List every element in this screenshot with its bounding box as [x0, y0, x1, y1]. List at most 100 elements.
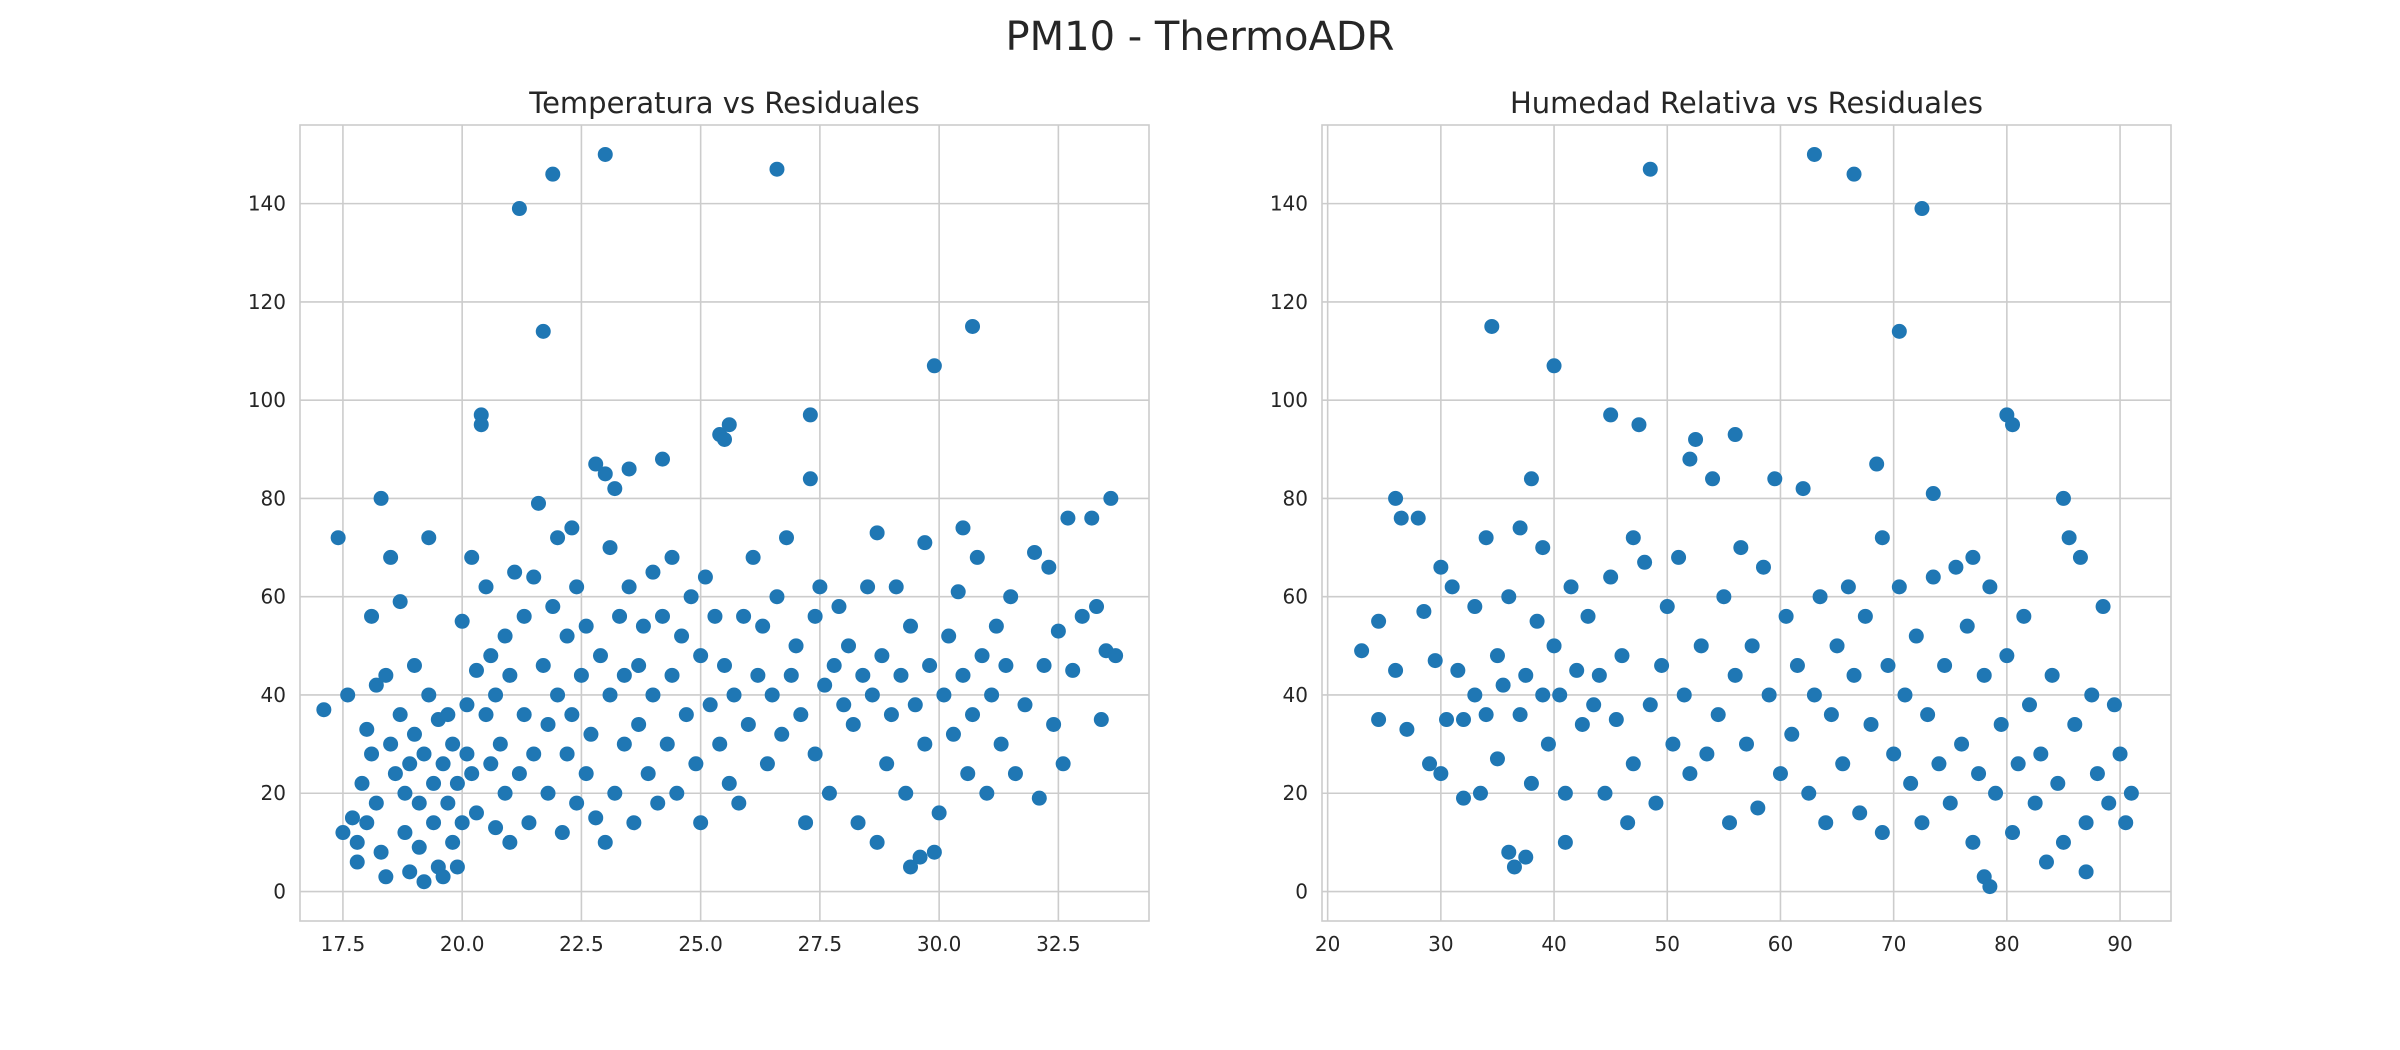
humedad-data-point [1489, 648, 1505, 664]
humedad-data-point [1699, 746, 1715, 762]
humedad-data-point [1546, 358, 1562, 374]
temperatura-y-tick-label: 140 [248, 192, 286, 216]
humedad-data-point [1903, 775, 1919, 791]
temperatura-data-point [464, 549, 480, 565]
humedad-data-point [1456, 790, 1471, 806]
temperatura-data-point [903, 618, 919, 634]
humedad-data-point [1891, 323, 1907, 339]
temperatura-data-point [387, 766, 403, 782]
humedad-data-point [2038, 854, 2054, 870]
humedad-data-point [1806, 146, 1822, 162]
temperatura-data-point [454, 815, 470, 831]
temperatura-data-point [478, 579, 494, 595]
humedad-data-point [1608, 712, 1624, 728]
temperatura-data-point [483, 756, 499, 772]
humedad-y-tick-label: 120 [1270, 290, 1308, 314]
temperatura-data-point [1003, 589, 1019, 605]
humedad-data-point [1467, 687, 1483, 703]
temperatura-data-point [588, 810, 604, 826]
humedad-data-point [1925, 569, 1941, 585]
humedad-data-point [1478, 707, 1494, 723]
temperatura-data-point [507, 564, 523, 580]
temperatura-data-point [736, 608, 752, 624]
temperatura-data-point [592, 648, 608, 664]
temperatura-data-point [693, 648, 709, 664]
temperatura-data-point [860, 579, 876, 595]
humedad-data-point [1937, 657, 1953, 673]
temperatura-data-point [926, 844, 942, 860]
temperatura-data-point [926, 358, 942, 374]
temperatura-data-point [907, 697, 923, 713]
temperatura-data-point [435, 756, 451, 772]
temperatura-data-point [392, 594, 408, 610]
humedad-data-point [1852, 805, 1868, 821]
temperatura-data-point [693, 815, 709, 831]
temperatura-data-point [340, 687, 356, 703]
humedad-data-point [2101, 795, 2117, 811]
humedad-data-point [1489, 751, 1505, 767]
humedad-data-point [1755, 559, 1771, 575]
humedad-data-point [1603, 407, 1619, 423]
temperatura-data-point [597, 466, 613, 482]
humedad-data-point [1642, 161, 1658, 177]
temperatura-data-point [712, 736, 728, 752]
temperatura-data-point [779, 530, 795, 546]
temperatura-data-point [783, 667, 799, 683]
temperatura-data-point [1017, 697, 1033, 713]
temperatura-data-point [1103, 490, 1119, 506]
temperatura-data-point [793, 707, 809, 723]
temperatura-data-point [631, 716, 647, 732]
temperatura-data-point [683, 589, 699, 605]
temperatura-data-point [383, 736, 399, 752]
temperatura-data-point [435, 869, 451, 885]
temperatura-data-point [359, 721, 375, 737]
humedad-data-point [1574, 716, 1590, 732]
temperatura-data-point [1007, 766, 1023, 782]
humedad-data-point [1739, 736, 1754, 752]
humedad-data-point [1518, 849, 1534, 865]
temperatura-data-point [769, 161, 785, 177]
temperatura-data-point [616, 736, 632, 752]
humedad-data-point [1433, 766, 1449, 782]
temperatura-data-point [965, 707, 981, 723]
humedad-x-tick-label: 40 [1541, 932, 1566, 956]
temperatura-data-point [535, 323, 551, 339]
humedad-data-point [1846, 667, 1862, 683]
temperatura-data-point [421, 530, 437, 546]
temperatura-data-point [416, 746, 432, 762]
humedad-data-point [1999, 648, 2015, 664]
temperatura-data-point [1065, 662, 1081, 678]
temperatura-data-point [1093, 712, 1109, 728]
temperatura-data-point [464, 766, 480, 782]
humedad-data-point [1710, 707, 1726, 723]
temperatura-data-point [664, 549, 680, 565]
humedad-data-point [2050, 775, 2066, 791]
humedad-x-tick-label: 30 [1428, 932, 1453, 956]
temperatura-data-point [569, 795, 585, 811]
temperatura-data-point [869, 834, 885, 850]
humedad-data-point [1399, 721, 1415, 737]
temperatura-data-point [349, 834, 365, 850]
humedad-data-point [1625, 756, 1641, 772]
temperatura-data-point [1074, 608, 1090, 624]
temperatura-data-point [378, 869, 394, 885]
humedad-data-point [1823, 707, 1839, 723]
humedad-data-point [1512, 707, 1528, 723]
temperatura-data-point [616, 667, 632, 683]
humedad-data-point [1416, 603, 1432, 619]
temperatura-data-point [759, 756, 775, 772]
humedad-data-point [1897, 687, 1913, 703]
humedad-data-point [1682, 451, 1698, 467]
temperatura-data-point [640, 766, 656, 782]
temperatura-data-point [416, 874, 432, 890]
humedad-x-tick-label: 60 [1768, 932, 1793, 956]
temperatura-y-tick-label: 40 [261, 683, 286, 707]
humedad-scatter-panel: 20 30 40 50 60 70 80 90 0 20 40 60 80 100 120 140 Humeda… [1270, 86, 2172, 956]
temperatura-data-point [588, 456, 604, 472]
temperatura-data-point [864, 687, 880, 703]
humedad-y-tick-label: 140 [1270, 192, 1308, 216]
temperatura-data-point [378, 667, 394, 683]
temperatura-data-point [912, 849, 928, 865]
temperatura-data-point [764, 687, 780, 703]
